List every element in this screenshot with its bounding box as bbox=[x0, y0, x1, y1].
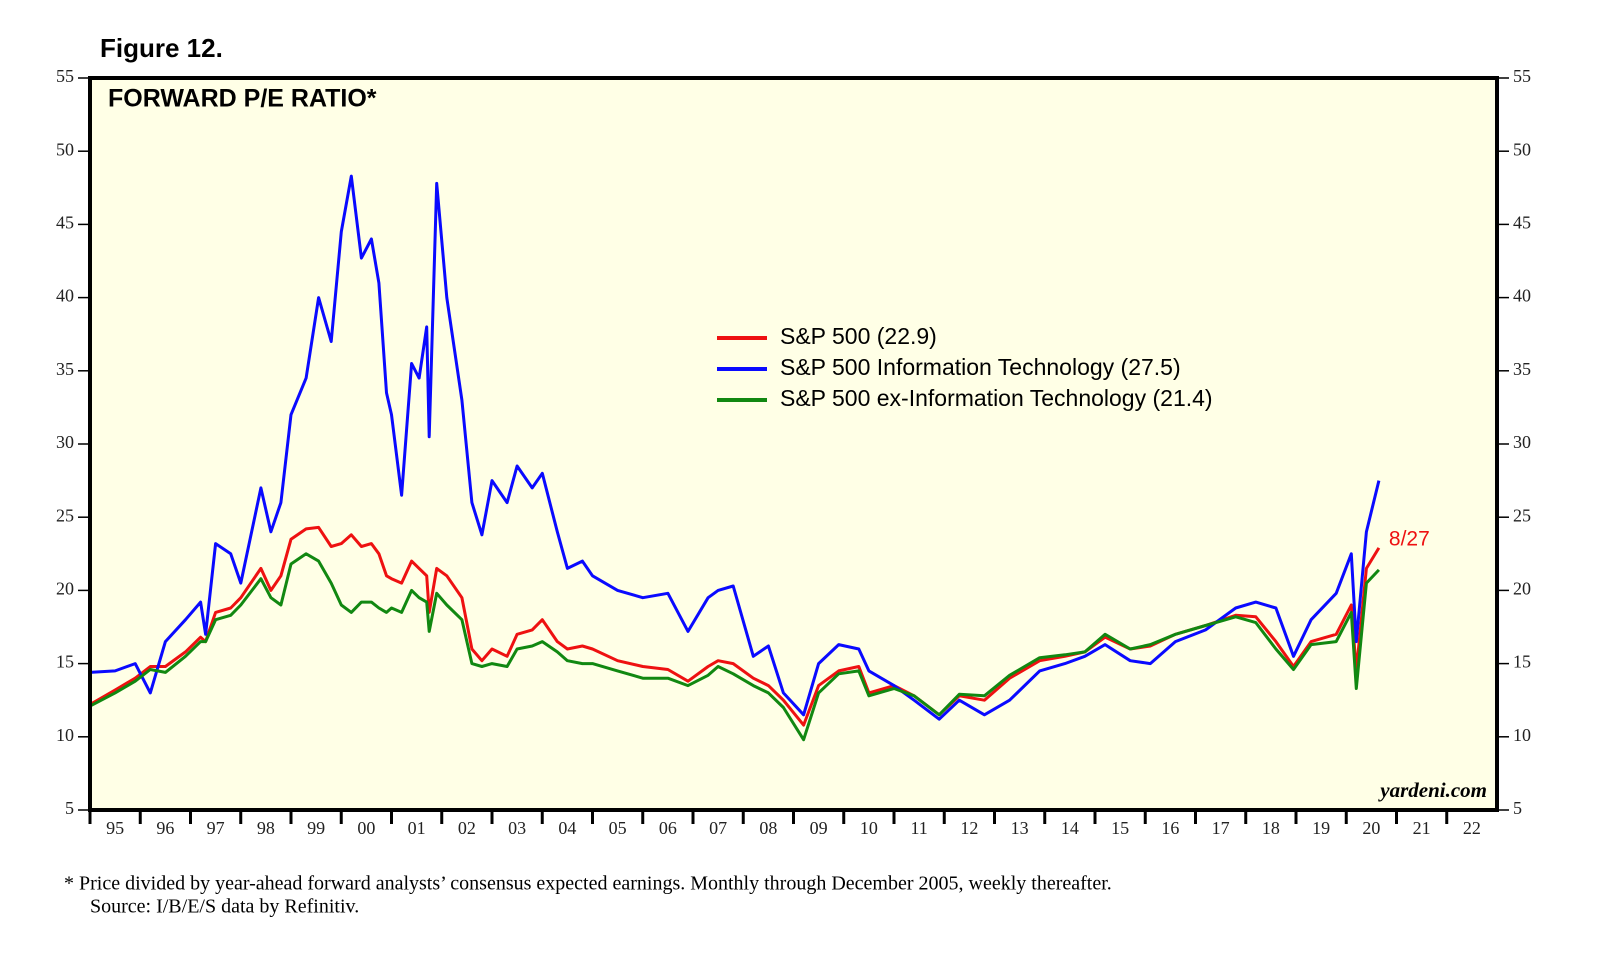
x-tick-label: 16 bbox=[1161, 818, 1179, 838]
x-tick-label: 96 bbox=[156, 818, 174, 838]
y-tick-label: 45 bbox=[56, 213, 74, 233]
x-tick-label: 19 bbox=[1312, 818, 1330, 838]
plot-background bbox=[90, 78, 1497, 810]
y-tick-label: 20 bbox=[56, 579, 74, 599]
x-tick-label: 15 bbox=[1111, 818, 1129, 838]
x-tick-label: 07 bbox=[709, 818, 727, 838]
y2-tick-label: 5 bbox=[1513, 798, 1522, 818]
series-line bbox=[89, 174, 1381, 721]
y2-tick-label: 35 bbox=[1513, 359, 1531, 379]
x-tick-label: 09 bbox=[810, 818, 828, 838]
figure-label: Figure 12. bbox=[100, 33, 223, 63]
series-line bbox=[89, 552, 1380, 742]
x-tick-label: 17 bbox=[1212, 818, 1230, 838]
y-tick-label: 30 bbox=[56, 432, 74, 452]
y-tick-label: 55 bbox=[56, 66, 74, 86]
legend-label: S&P 500 Information Technology (27.5) bbox=[780, 354, 1181, 380]
x-tick-label: 18 bbox=[1262, 818, 1280, 838]
y2-tick-label: 50 bbox=[1513, 139, 1531, 159]
x-tick-label: 11 bbox=[910, 818, 927, 838]
x-tick-label: 08 bbox=[759, 818, 777, 838]
y-tick-label: 5 bbox=[65, 798, 74, 818]
y-tick-label: 40 bbox=[56, 286, 74, 306]
y2-tick-label: 25 bbox=[1513, 505, 1531, 525]
annotation: 8/27 bbox=[1389, 527, 1430, 550]
chart-title: FORWARD P/E RATIO* bbox=[108, 85, 377, 113]
series-line bbox=[89, 525, 1381, 727]
x-tick-label: 98 bbox=[257, 818, 275, 838]
x-tick-label: 04 bbox=[558, 818, 576, 838]
x-tick-label: 12 bbox=[960, 818, 978, 838]
y-tick-label: 10 bbox=[56, 725, 74, 745]
x-tick-label: 02 bbox=[458, 818, 476, 838]
y2-tick-label: 40 bbox=[1513, 286, 1531, 306]
x-tick-label: 00 bbox=[357, 818, 375, 838]
footnote: * Price divided by year-ahead forward an… bbox=[64, 873, 1112, 895]
y2-tick-label: 30 bbox=[1513, 432, 1531, 452]
x-tick-label: 01 bbox=[408, 818, 426, 838]
footnote: Source: I/B/E/S data by Refinitiv. bbox=[90, 896, 359, 918]
x-tick-label: 97 bbox=[207, 818, 225, 838]
watermark: yardeni.com bbox=[1377, 778, 1487, 802]
x-tick-label: 99 bbox=[307, 818, 325, 838]
x-tick-label: 13 bbox=[1011, 818, 1029, 838]
y-tick-label: 25 bbox=[56, 505, 74, 525]
x-tick-label: 21 bbox=[1413, 818, 1431, 838]
y-tick-label: 35 bbox=[56, 359, 74, 379]
x-tick-label: 22 bbox=[1463, 818, 1481, 838]
y-tick-label: 50 bbox=[56, 139, 74, 159]
x-tick-label: 10 bbox=[860, 818, 878, 838]
y2-tick-label: 15 bbox=[1513, 652, 1531, 672]
y2-tick-label: 45 bbox=[1513, 213, 1531, 233]
y2-tick-label: 10 bbox=[1513, 725, 1531, 745]
legend-label: S&P 500 ex-Information Technology (21.4) bbox=[780, 385, 1213, 411]
y2-tick-label: 20 bbox=[1513, 579, 1531, 599]
y-tick-label: 15 bbox=[56, 652, 74, 672]
y2-tick-label: 55 bbox=[1513, 66, 1531, 86]
x-tick-label: 95 bbox=[106, 818, 124, 838]
x-tick-label: 14 bbox=[1061, 818, 1079, 838]
x-tick-label: 03 bbox=[508, 818, 526, 838]
x-tick-label: 05 bbox=[609, 818, 627, 838]
legend-label: S&P 500 (22.9) bbox=[780, 323, 937, 349]
plot-frame bbox=[88, 76, 1499, 812]
x-tick-label: 06 bbox=[659, 818, 677, 838]
x-tick-label: 20 bbox=[1362, 818, 1380, 838]
